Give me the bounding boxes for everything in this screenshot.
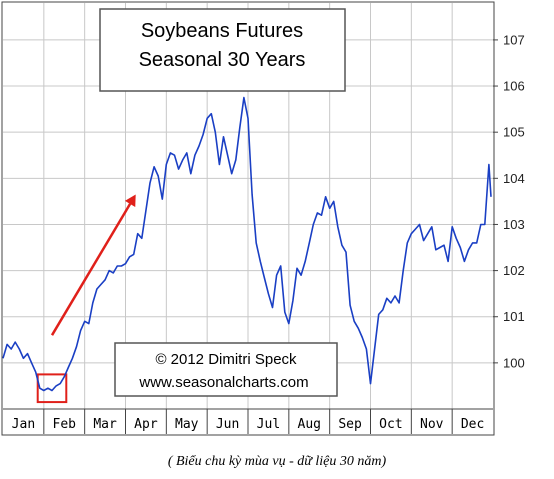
y-tick-label: 101 [503, 309, 525, 324]
y-tick-label: 102 [503, 263, 525, 278]
highlight-layer [36, 373, 68, 404]
series-line [2, 96, 492, 392]
y-tick-label: 106 [503, 79, 525, 94]
x-tick-label: Mar [93, 417, 117, 432]
y-tick-label: 105 [503, 125, 525, 140]
credit-website: www.seasonalcharts.com [138, 374, 308, 391]
x-tick-label: Jun [216, 417, 239, 432]
y-tick-label: 107 [503, 32, 525, 47]
y-tick-label: 104 [503, 171, 525, 186]
x-axis: Jan Feb Mar Apr May Jun Jul Aug Sep Oct Nov Dec [3, 408, 493, 434]
x-tick-label: Dec [461, 417, 484, 432]
february-low-highlight-box [36, 373, 68, 404]
chart-title-line-2: Seasonal 30 Years [139, 49, 306, 71]
credit-copyright: © 2012 Dimitri Speck [155, 351, 297, 368]
x-tick-label: Apr [134, 417, 158, 432]
credit-box: © 2012 Dimitri Speck www.seasonalcharts.… [114, 342, 338, 397]
y-tick-label: 100 [503, 355, 525, 370]
trend-arrow-layer [50, 194, 136, 336]
price-line-layer [2, 96, 492, 392]
chart-title-line-1: Soybeans Futures [141, 20, 303, 42]
title-box: Soybeans Futures Seasonal 30 Years [99, 8, 346, 92]
trend-arrow-shaft [50, 203, 132, 336]
seasonal-line-chart: Soybeans Futures Seasonal 30 Years © 201… [1, 1, 525, 436]
figure-caption: ( Biểu chu kỳ mùa vụ - dữ liệu 30 năm) [167, 454, 387, 469]
plot-border [1, 1, 495, 436]
x-tick-label: Jan [12, 417, 35, 432]
x-tick-label: Oct [379, 417, 402, 432]
x-tick-label: Aug [298, 417, 321, 432]
x-tick-label: May [175, 417, 199, 432]
x-tick-label: Jul [257, 417, 280, 432]
y-axis: 100 101 102 103 104 105 106 107 [493, 32, 525, 370]
x-tick-label: Sep [338, 417, 362, 432]
x-tick-label: Nov [420, 417, 444, 432]
x-tick-label: Feb [53, 417, 77, 432]
trend-arrow-head [124, 194, 136, 207]
y-tick-label: 103 [503, 217, 525, 232]
